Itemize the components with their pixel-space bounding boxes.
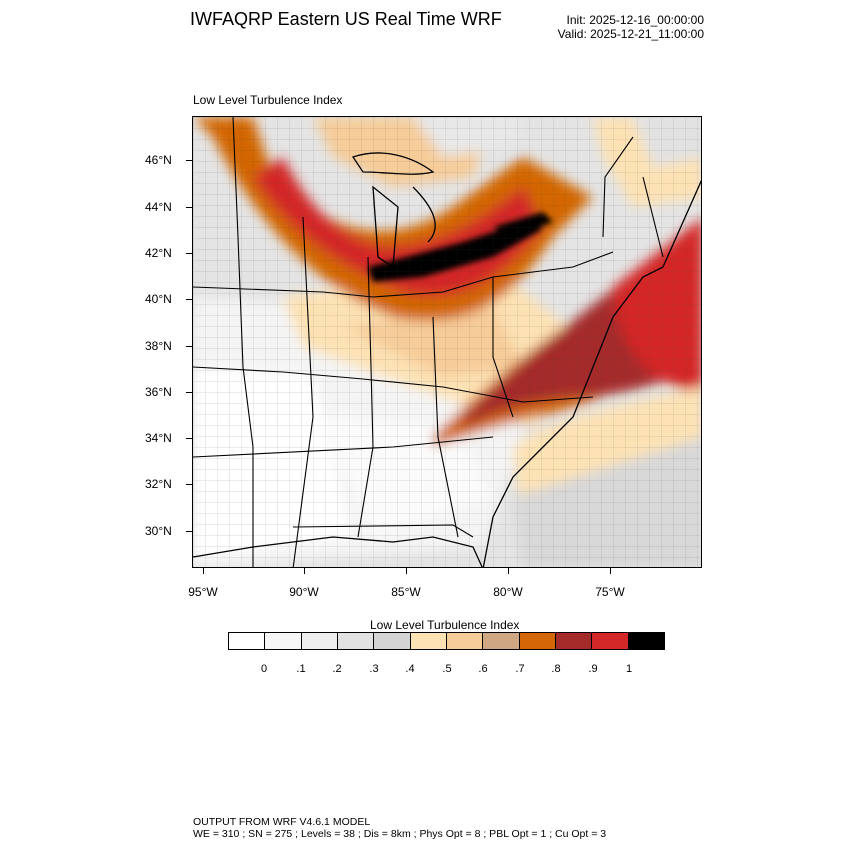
lat-tick <box>186 531 192 532</box>
map-frame[interactable] <box>192 116 702 568</box>
lat-label-30n: 30°N <box>145 524 172 538</box>
lon-label-80w: 80°W <box>493 585 523 599</box>
colorbar-swatch <box>519 633 556 649</box>
colorbar-swatch <box>265 633 302 649</box>
colorbar-label: 0 <box>260 663 268 675</box>
footer-model-info: OUTPUT FROM WRF V4.6.1 MODEL <box>193 816 371 828</box>
lat-tick <box>186 160 192 161</box>
valid-time: Valid: 2025-12-21_11:00:00 <box>557 27 704 41</box>
panel-title: Low Level Turbulence Index <box>193 93 343 107</box>
lat-tick <box>186 346 192 347</box>
colorbar-swatch <box>337 633 375 649</box>
lat-tick <box>186 253 192 254</box>
lat-label-42n: 42°N <box>145 246 172 260</box>
init-time: Init: 2025-12-16_00:00:00 <box>566 13 704 27</box>
colorbar-swatch <box>555 633 593 649</box>
colorbar-label: .1 <box>296 663 306 675</box>
colorbar-label: .5 <box>442 663 452 675</box>
lat-label-44n: 44°N <box>145 200 172 214</box>
colorbar-label: .3 <box>369 663 379 675</box>
colorbar-title: Low Level Turbulence Index <box>370 618 520 632</box>
lat-label-32n: 32°N <box>145 477 172 491</box>
colorbar-label: .8 <box>551 663 561 675</box>
lon-label-95w: 95°W <box>188 585 218 599</box>
lat-tick <box>186 484 192 485</box>
lat-label-46n: 46°N <box>145 153 172 167</box>
colorbar-label: .2 <box>332 663 342 675</box>
colorbar <box>228 632 665 650</box>
turbulence-map <box>193 117 701 567</box>
colorbar-swatch <box>628 633 664 649</box>
state-borders <box>193 117 664 567</box>
lat-label-36n: 36°N <box>145 385 172 399</box>
colorbar-label: .7 <box>515 663 525 675</box>
colorbar-swatch <box>410 633 447 649</box>
colorbar-swatch <box>483 633 520 649</box>
lon-label-75w: 75°W <box>595 585 625 599</box>
lon-label-85w: 85°W <box>391 585 421 599</box>
colorbar-swatch <box>229 633 266 649</box>
colorbar-label: 1 <box>625 663 633 675</box>
lat-label-40n: 40°N <box>145 292 172 306</box>
colorbar-swatch <box>592 633 629 649</box>
colorbar-label: .6 <box>478 663 488 675</box>
lat-tick <box>186 207 192 208</box>
lat-label-34n: 34°N <box>145 431 172 445</box>
colorbar-swatch <box>301 633 338 649</box>
colorbar-swatch <box>446 633 484 649</box>
lon-tick <box>203 568 204 574</box>
colorbar-label: .4 <box>405 663 415 675</box>
lon-tick <box>508 568 509 574</box>
coastlines <box>193 152 701 567</box>
lon-label-90w: 90°W <box>289 585 319 599</box>
county-lines <box>193 117 701 567</box>
lon-tick <box>304 568 305 574</box>
lat-tick <box>186 299 192 300</box>
footer-run-config: WE = 310 ; SN = 275 ; Levels = 38 ; Dis … <box>193 828 607 840</box>
lat-label-38n: 38°N <box>145 339 172 353</box>
main-title: IWFAQRP Eastern US Real Time WRF <box>190 9 502 29</box>
colorbar-label: .9 <box>588 663 598 675</box>
lon-tick <box>406 568 407 574</box>
lat-tick <box>186 392 192 393</box>
lat-tick <box>186 438 192 439</box>
colorbar-swatch <box>374 633 411 649</box>
lon-tick <box>610 568 611 574</box>
